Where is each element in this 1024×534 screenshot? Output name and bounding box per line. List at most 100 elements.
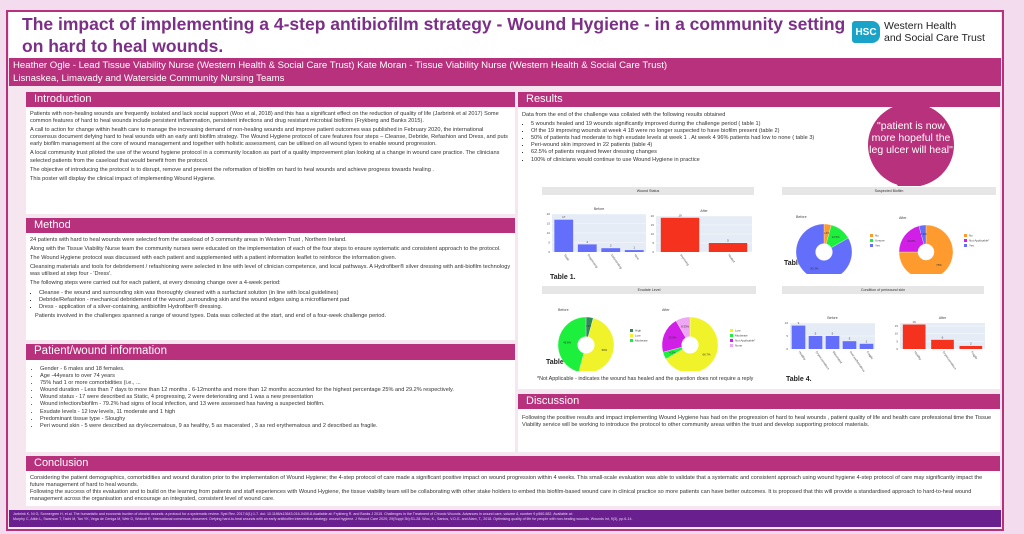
subplot-title: After — [700, 209, 708, 213]
method-step: Dress - application of a silver-containi… — [39, 304, 511, 311]
chart-title: Wound Status — [542, 187, 754, 195]
y-tick-label: 20 — [651, 214, 655, 218]
bar — [660, 217, 700, 252]
hsc-logo: HSC Western Health and Social Care Trust — [852, 20, 985, 44]
x-tick-label: Progressing — [586, 253, 599, 269]
reference-line: Murphy C, Atkin L, Swanson T, Tachi M, T… — [13, 517, 633, 521]
subplot-title: Before — [827, 316, 837, 320]
y-tick-label: 10 — [547, 231, 551, 235]
slice-label: 4.2% — [823, 231, 830, 235]
slice-label: 20.8% — [907, 239, 915, 243]
y-tick-label: 0 — [786, 347, 788, 351]
bar — [708, 243, 748, 252]
pie-slice — [578, 317, 615, 371]
legend-label: Yes — [969, 244, 974, 248]
legend-label: Moderate — [635, 339, 648, 343]
bar — [825, 336, 840, 349]
legend-label: None — [735, 344, 743, 348]
pie-slice — [898, 224, 954, 274]
slice-label: 4.2% — [669, 350, 676, 354]
conclusion-paragraph: Considering the patient demographics, co… — [30, 475, 983, 489]
introduction-heading: Introduction — [26, 92, 515, 107]
poster-title: The impact of implementing a 4-step anti… — [22, 14, 846, 56]
results-intro: Data from the end of the challenge was c… — [522, 112, 726, 118]
introduction-section: Introduction Patients with non-healing w… — [26, 92, 515, 214]
before-subplot: Before 0 5 10 9 Healthy 5 Dry/eczematous 5 Macera… — [785, 316, 875, 373]
authors: Heather Ogle - Lead Tissue Viability Nur… — [13, 60, 668, 71]
legend-label: Low — [735, 329, 741, 333]
patient-info-item: Wound infection/biofilm - 79.2% had sign… — [40, 401, 511, 408]
y-tick-label: 5 — [896, 339, 898, 343]
x-tick-label: Red erythematous — [849, 350, 867, 373]
patient-info-heading: Patient/wound information — [26, 344, 515, 360]
before-subplot: Before 0 5 10 15 20 17 Static 4 Progressing 2 Deter… — [547, 207, 646, 270]
slice-label: 50% — [602, 348, 608, 352]
patient-info-item: 75% had 1 or more comorbidities (i.e., .… — [40, 380, 511, 387]
legend-label: Yes — [875, 244, 880, 248]
table-label: Table 4. — [786, 376, 812, 383]
conclusion-section: Conclusion Considering the patient demog… — [26, 456, 1000, 506]
bar-value-label: 3 — [849, 337, 851, 341]
bar — [624, 250, 644, 252]
legend-swatch — [730, 329, 733, 332]
logo-line-1: Western Health — [884, 20, 957, 32]
discussion-section: Discussion Following the positive result… — [518, 394, 1000, 452]
y-tick-label: 15 — [895, 324, 899, 328]
y-tick-label: 15 — [547, 222, 551, 226]
logo-line-2: and Social Care Trust — [884, 32, 985, 44]
bar — [931, 339, 954, 349]
conclusion-heading: Conclusion — [26, 456, 1000, 471]
legend-label: High — [635, 329, 642, 333]
method-paragraph: 24 patients with hard to heal wounds wer… — [30, 237, 347, 243]
x-tick-label: Healed — [727, 253, 736, 263]
bar-value-label: 5 — [727, 239, 729, 243]
slice-label: 4.2% — [585, 324, 592, 328]
slice-label: 75% — [936, 263, 942, 267]
table-label: Table 3. — [546, 359, 572, 366]
bar-value-label: 17 — [562, 215, 566, 219]
x-tick-label: Static — [563, 253, 571, 262]
legend-swatch — [630, 339, 633, 342]
subplot-title: Before — [796, 215, 807, 219]
after-subplot: After 0 5 10 15 16 Healthy 6 Dry/eczematous 2 Frag… — [895, 316, 985, 371]
method-paragraph: Along with the Tissue Viability Nurse te… — [30, 246, 501, 253]
patient-info-section: Patient/wound information Gender - 6 mal… — [26, 344, 515, 452]
bar — [959, 345, 983, 349]
t2-chart-panel: Suspected Biofilm Table 2. Before 4.2% 12.5%… — [778, 186, 1000, 276]
subplot-title: Before — [594, 207, 604, 211]
slice-label: 20.8% — [668, 336, 676, 340]
bar-value-label: 5 — [832, 332, 834, 336]
bar-value-label: 16 — [912, 320, 916, 324]
chart-title: Exudate Level — [542, 286, 756, 294]
legend-swatch — [964, 239, 967, 242]
x-tick-label: Improving — [679, 253, 690, 266]
patient-info-item: Age -44years to over 74 years — [40, 373, 511, 380]
legend-swatch — [730, 334, 733, 337]
x-tick-label: Dry/eczematous — [815, 350, 831, 370]
y-tick-label: 5 — [786, 334, 788, 338]
y-tick-label: 0 — [896, 347, 898, 351]
result-item: Peri-wound skin improved in 22 patients … — [531, 142, 996, 149]
legend-swatch — [964, 234, 967, 237]
y-tick-label: 5 — [652, 241, 654, 245]
bar-value-label: 19 — [678, 213, 682, 217]
t3-chart-panel: Exudate Level Table 3. Before 4.2% 50% 45.8% H… — [538, 285, 760, 373]
subplot-title: After — [662, 308, 670, 312]
result-item: 5 wounds healed and 19 wounds significan… — [531, 121, 996, 128]
legend-swatch — [630, 334, 633, 337]
result-item: 50% of patients had moderate to high exu… — [531, 135, 996, 142]
y-tick-label: 5 — [548, 241, 550, 245]
slice-label: 83.3% — [810, 266, 818, 270]
t1-chart-panel: Wound Status Table 1. Before 0 5 10 15 20 17 Stat… — [538, 186, 758, 284]
result-item: Of the 19 improving wounds at week 4 18 … — [531, 128, 996, 135]
x-tick-label: Healthy — [798, 350, 807, 361]
table-label: Table 2. — [784, 260, 810, 267]
legend-swatch — [730, 339, 733, 342]
intro-paragraph: This poster will display the clinical im… — [30, 175, 216, 182]
y-tick-label: 10 — [651, 232, 655, 236]
subplot-title: Before — [558, 308, 569, 312]
pie-slice — [795, 223, 853, 274]
